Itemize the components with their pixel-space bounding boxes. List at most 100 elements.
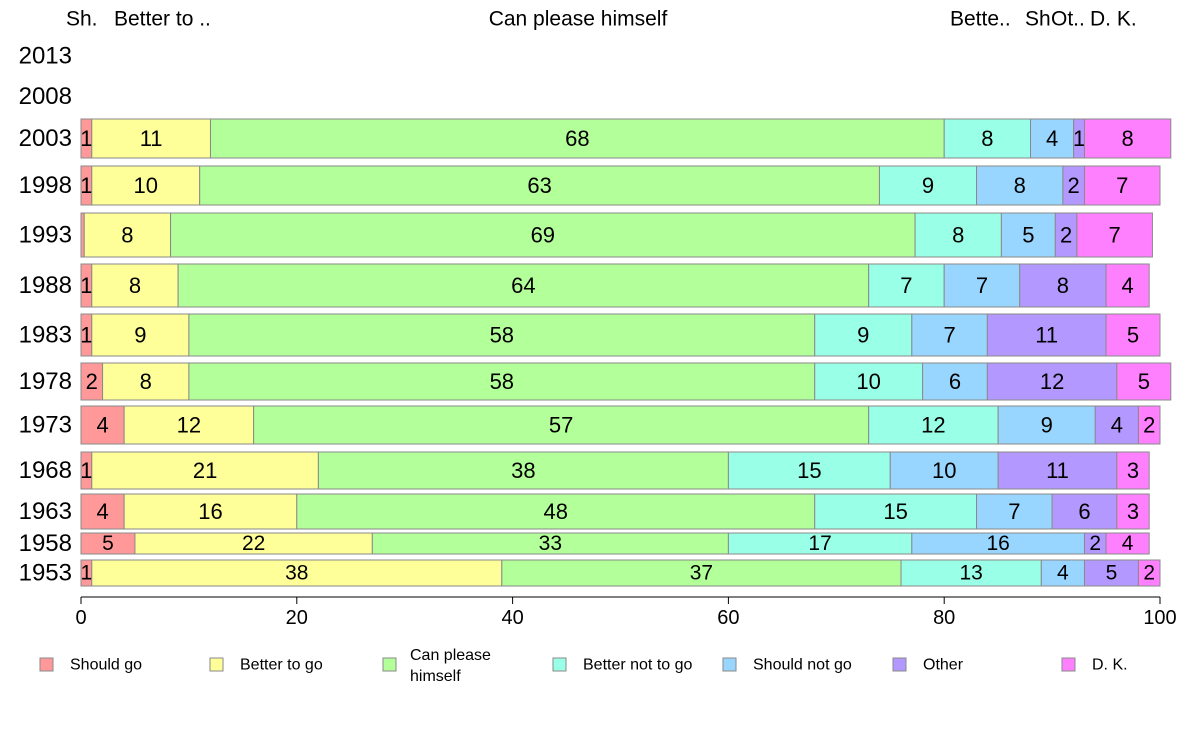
data-label: 6 xyxy=(949,369,961,394)
data-label: 16 xyxy=(198,499,222,524)
legend-label: Should not go xyxy=(753,657,852,674)
data-label: 21 xyxy=(193,458,217,483)
bar-segment xyxy=(1105,263,1150,308)
bar-segment xyxy=(900,559,1042,587)
data-label: 58 xyxy=(490,369,514,394)
data-label: 7 xyxy=(900,273,912,298)
legend-label: Can please himself xyxy=(410,647,491,685)
legend-swatch xyxy=(1061,657,1076,672)
bar-segment xyxy=(188,362,816,401)
legend-swatch xyxy=(722,657,737,672)
legend-label: D. K. xyxy=(1092,657,1128,674)
bar-segment xyxy=(976,493,1053,530)
bar-segment xyxy=(1105,532,1150,555)
bar-segment xyxy=(91,165,201,206)
y-tick-label: 1968 xyxy=(19,457,72,484)
legend-swatch xyxy=(209,657,224,672)
data-label: 16 xyxy=(986,532,1009,555)
y-tick-label: 1978 xyxy=(19,368,72,395)
bar-segment xyxy=(1040,559,1085,587)
data-label: 33 xyxy=(539,532,562,555)
data-label: 4 xyxy=(1046,126,1058,151)
data-label: 63 xyxy=(527,173,551,198)
data-label: 4 xyxy=(1111,413,1123,438)
legend-swatch xyxy=(39,657,54,672)
bar-segment xyxy=(199,165,880,206)
data-label: 9 xyxy=(1041,413,1053,438)
top-label: Sh. xyxy=(66,8,98,31)
bar-segment xyxy=(1137,559,1161,587)
bar-segment xyxy=(296,493,816,530)
bar-segment xyxy=(1083,559,1139,587)
data-label: 37 xyxy=(690,562,713,585)
bar-segment xyxy=(868,405,999,445)
data-label: 11 xyxy=(1035,323,1058,348)
data-label: 8 xyxy=(1057,273,1069,298)
data-label: 7 xyxy=(943,323,955,348)
y-tick-label: 2008 xyxy=(19,83,72,110)
y-tick-label: 1953 xyxy=(19,560,72,587)
data-label: 4 xyxy=(96,413,108,438)
data-label: 10 xyxy=(856,369,880,394)
bar-segment xyxy=(177,263,870,308)
data-label: 5 xyxy=(1022,223,1034,248)
data-label: 1 xyxy=(81,562,93,585)
legend-swatch xyxy=(552,657,567,672)
data-label: 1 xyxy=(1073,126,1085,151)
data-label: 10 xyxy=(133,173,157,198)
y-tick-label: 1988 xyxy=(19,272,72,299)
legend-swatch xyxy=(892,657,907,672)
data-label: 12 xyxy=(177,413,201,438)
data-label: 8 xyxy=(981,126,993,151)
bar-segment xyxy=(91,451,319,490)
bar-segment xyxy=(91,559,503,587)
data-label: 15 xyxy=(883,499,907,524)
data-label: 5 xyxy=(102,532,114,555)
top-label: Sh xyxy=(1025,8,1051,31)
data-label: 7 xyxy=(976,273,988,298)
data-label: 3 xyxy=(1127,499,1139,524)
x-tick-label: 80 xyxy=(933,607,955,629)
data-label: 17 xyxy=(808,532,831,555)
x-tick-label: 40 xyxy=(501,607,523,629)
top-label: Bette.. xyxy=(950,8,1011,31)
data-label: 3 xyxy=(1127,458,1139,483)
bar-segment xyxy=(123,493,298,530)
data-label: 8 xyxy=(1014,173,1026,198)
bar-segment xyxy=(102,362,190,401)
bar-segment xyxy=(1083,165,1161,206)
data-label: 2 xyxy=(1060,223,1072,248)
data-label: 38 xyxy=(285,562,308,585)
data-label: 48 xyxy=(544,499,568,524)
bar-segment xyxy=(914,212,1002,258)
data-label: 4 xyxy=(1122,273,1134,298)
top-label: Ot.. xyxy=(1051,8,1085,31)
data-label: 8 xyxy=(140,369,152,394)
x-tick-label: 60 xyxy=(717,607,739,629)
data-label: 11 xyxy=(140,126,163,151)
data-label: 4 xyxy=(96,499,108,524)
bar-segment xyxy=(501,559,902,587)
data-label: 8 xyxy=(1122,126,1134,151)
bar-segment xyxy=(986,362,1118,401)
x-tick-label: 100 xyxy=(1143,607,1176,629)
data-label: 64 xyxy=(511,273,535,298)
legend-label: Better to go xyxy=(240,657,323,674)
legend-label: Should go xyxy=(70,657,142,674)
data-label: 13 xyxy=(959,562,982,585)
data-label: 8 xyxy=(121,223,133,248)
bar-segment xyxy=(976,165,1064,206)
data-label: 5 xyxy=(1138,369,1150,394)
data-label: 8 xyxy=(952,223,964,248)
bar-segment xyxy=(814,362,924,401)
data-label: 2 xyxy=(1089,532,1101,555)
data-label: 6 xyxy=(1078,499,1090,524)
y-tick-label: 2003 xyxy=(19,125,72,152)
data-label: 2 xyxy=(1143,413,1155,438)
data-label: 1 xyxy=(80,323,92,348)
y-tick-label: 1963 xyxy=(19,498,72,525)
bar-segment xyxy=(80,405,125,445)
bar-segment xyxy=(1076,212,1153,258)
y-tick-label: 2013 xyxy=(19,43,72,70)
